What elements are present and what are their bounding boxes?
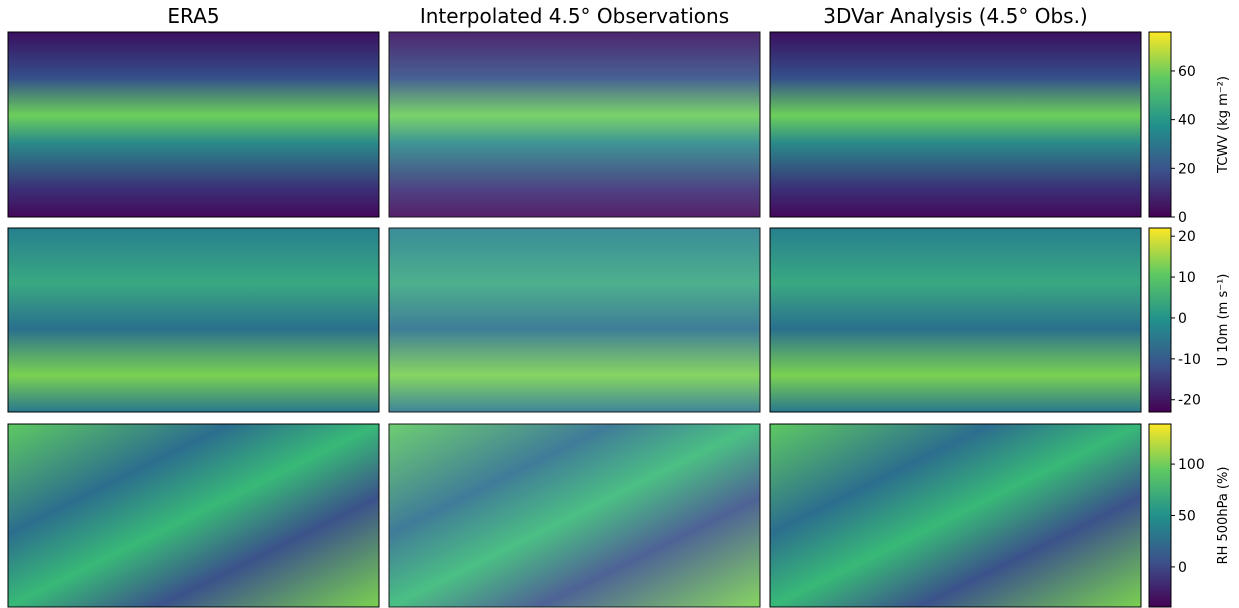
field-panel (770, 228, 1141, 412)
colorbar-tick-label: 20 (1178, 161, 1196, 177)
colorbar-tick-label: 50 (1178, 509, 1196, 525)
field-panel (8, 228, 379, 412)
field-panel (389, 228, 760, 412)
panel-title: ERA5 (167, 4, 219, 28)
colorbar-tick-label: 60 (1178, 64, 1196, 80)
field-panel (770, 32, 1141, 217)
colorbar-tick-label: 40 (1178, 113, 1196, 129)
colorbar-label: U 10m (m s⁻¹) (1216, 274, 1231, 367)
colorbar-tick-label: 0 (1178, 560, 1187, 576)
colorbar (1149, 424, 1171, 607)
field-panel (8, 424, 379, 607)
colorbar-tick-label: -10 (1178, 352, 1201, 368)
panel-title: Interpolated 4.5° Observations (420, 4, 729, 28)
colorbar-tick-label: -20 (1178, 393, 1201, 409)
panel-title: 3DVar Analysis (4.5° Obs.) (823, 4, 1087, 28)
colorbar-tick-label: 100 (1178, 457, 1205, 473)
colorbar-label: TCWV (kg m⁻²) (1216, 76, 1231, 174)
figure: ERA5 Interpolated 4.5° Observations 3DVar … (0, 0, 1239, 608)
colorbar (1149, 228, 1171, 412)
colorbar-tick-label: 0 (1178, 311, 1187, 327)
field-panel (8, 32, 379, 217)
colorbar-tick-label: 20 (1178, 229, 1196, 245)
colorbar-label: RH 500hPa (%) (1216, 467, 1231, 565)
field-panel (389, 424, 760, 607)
field-panel (389, 32, 760, 217)
field-panel (770, 424, 1141, 607)
colorbar (1149, 32, 1171, 217)
colorbar-tick-label: 10 (1178, 270, 1196, 286)
colorbar-tick-label: 0 (1178, 210, 1187, 226)
